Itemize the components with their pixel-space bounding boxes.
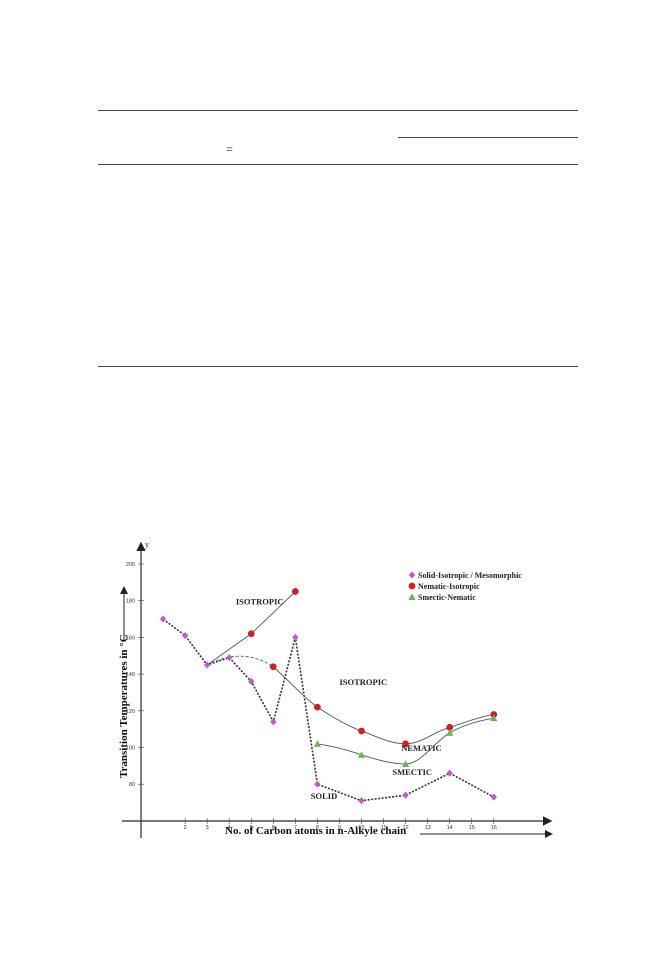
legend-marker-nematic-isotropic	[408, 582, 416, 590]
phase-region-labels: ISOTROPIC ISOTROPIC NEMATIC SMECTIC SOLID	[236, 596, 442, 801]
y-tick-label: 140	[126, 672, 135, 678]
nematic-isotropic-point	[291, 588, 299, 595]
smectic-nematic-point	[357, 751, 366, 758]
nematic-isotropic-point	[247, 630, 255, 638]
table-header-rule	[98, 164, 578, 165]
x-tick-label: 11	[381, 825, 387, 831]
x-tick-label: 13	[425, 825, 431, 831]
series-solid-isotropic-line	[162, 618, 495, 802]
nematic-isotropic-point	[446, 723, 454, 731]
legend-label: Solid-Isotropic / Mesomorphic	[418, 571, 522, 580]
x-tick-label: 4	[228, 825, 231, 831]
trend-curves	[162, 591, 495, 802]
solid-isotropic-point	[226, 653, 233, 662]
x-tick-label: 16	[491, 825, 497, 831]
solid-isotropic-point	[270, 718, 277, 726]
x-tick-label: 14	[447, 825, 453, 831]
nematic-isotropic-point	[402, 740, 409, 748]
y-axis-label: Transition Temperatures in °C	[118, 634, 130, 778]
solid-isotropic-point	[402, 791, 409, 799]
y-tick-label: 100	[126, 746, 135, 752]
legend-label: Nematic-Isotropic	[418, 582, 480, 591]
solid-isotropic-point	[446, 769, 453, 777]
x-tick-label: 5	[250, 825, 253, 831]
y-axis-letter: y	[145, 540, 149, 549]
legend-marker-solid-isotropic	[408, 571, 416, 579]
solid-isotropic-point	[314, 780, 321, 788]
solid-isotropic-point	[159, 615, 167, 623]
y-tick-label: 180	[126, 599, 135, 605]
smectic-nematic-point	[490, 714, 498, 722]
x-tick-label: 8	[316, 825, 319, 831]
nematic-isotropic-point	[490, 711, 498, 718]
axis-labels: No. of Carbon atoms in n-Alkyle chain Tr…	[118, 540, 406, 837]
legend: Solid-Isotropic / Mesomorphic Nematic-Iso…	[418, 571, 522, 602]
x-tick-label: 6	[272, 825, 275, 831]
smectic-nematic-point	[402, 760, 410, 768]
solid-isotropic-point	[292, 633, 299, 641]
nematic-isotropic-point	[269, 663, 277, 671]
x-tick-label: 10	[358, 825, 364, 831]
solid-isotropic-point	[490, 793, 497, 801]
smectic-nematic-point	[446, 729, 454, 736]
y-tick-label: 160	[126, 635, 135, 641]
series-nematic-isotropic-line	[272, 666, 494, 745]
y-tick-label: 80	[129, 782, 135, 788]
phase-label: NEMATIC	[401, 743, 441, 753]
x-tick-label: 12	[403, 825, 409, 831]
table-bottom-rule	[98, 366, 578, 367]
phase-label: SMECTIC	[392, 767, 432, 777]
y-tick-label: 200	[126, 562, 135, 568]
y-tick-label: 120	[126, 709, 135, 715]
x-axis-label: No. of Carbon atoms in n-Alkyle chain	[225, 825, 406, 837]
phase-label: SOLID	[311, 791, 337, 801]
nematic-isotropic-point	[314, 703, 321, 711]
phase-label: ISOTROPIC	[339, 677, 387, 687]
x-tick-label: 3	[206, 825, 209, 831]
table-top-rule	[98, 110, 578, 111]
solid-isotropic-point	[358, 797, 365, 805]
data-markers	[159, 571, 498, 805]
chart-axes: 2 3 4 5 6 7 8 9 10 11 12 13 14 15 16 80 100 120 140 160 180 2…	[120, 541, 553, 838]
x-tick-label: 7	[294, 825, 297, 831]
solid-isotropic-point	[181, 631, 189, 640]
phase-label: ISOTROPIC	[236, 596, 284, 606]
equals-sign: =	[226, 142, 233, 156]
series-nematic-isotropic-dashed-curve	[206, 655, 274, 668]
x-tick-label: 15	[469, 825, 475, 831]
legend-label: Smectic-Nematic	[418, 593, 476, 602]
x-tick-label: 2	[184, 825, 187, 831]
smectic-nematic-point	[313, 740, 321, 747]
solid-isotropic-point	[203, 661, 211, 669]
x-tick-label: 9	[338, 825, 341, 831]
table-subheader-rule	[398, 137, 578, 138]
solid-isotropic-point	[248, 677, 255, 686]
legend-marker-smectic-nematic	[408, 593, 416, 600]
nematic-isotropic-point	[358, 727, 365, 735]
